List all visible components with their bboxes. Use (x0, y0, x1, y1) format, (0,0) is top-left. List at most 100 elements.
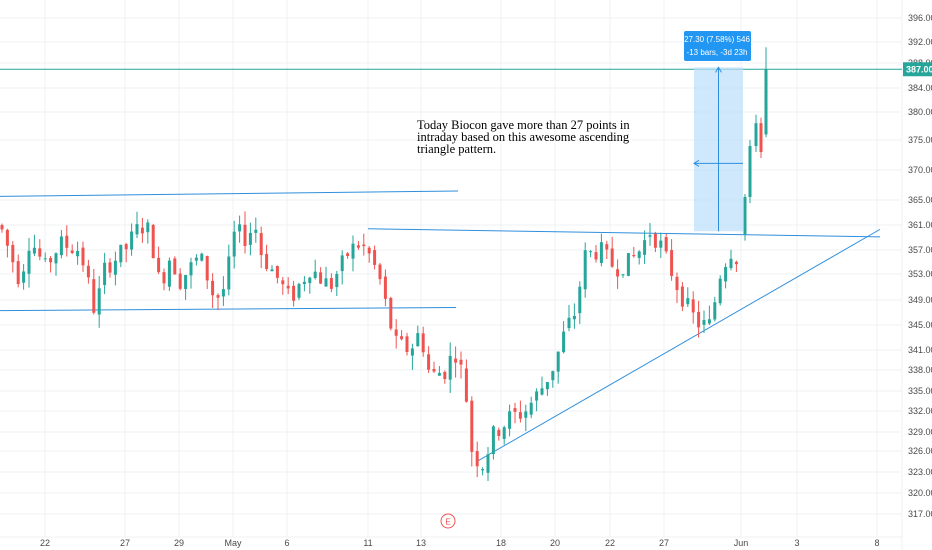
annotation[interactable]: Today Biocon gave more than 27 points in… (417, 118, 630, 156)
measure-tool[interactable]: 27.30 (7.58%) 546 -13 bars, -3d 23h (684, 31, 751, 232)
earnings-event-label: E (445, 518, 450, 527)
candle-body (86, 265, 90, 278)
annotation-line: Today Biocon gave more than 27 points in (417, 118, 630, 132)
candle-body (686, 298, 690, 305)
candle-body (329, 278, 333, 289)
x-tick-label: 20 (550, 538, 560, 548)
candle-body (475, 451, 479, 467)
measure-label-bars: -13 bars, -3d 23h (687, 48, 748, 57)
candle-body (680, 286, 684, 307)
trendline-channel-top (0, 190, 459, 197)
candle-body (659, 240, 663, 248)
y-tick-label: 361.00 (908, 220, 932, 230)
x-tick-label: 27 (659, 538, 669, 548)
candle-body (464, 368, 468, 402)
annotation-line: intraday based on this awesome ascending (417, 130, 630, 144)
candle-body (610, 248, 614, 267)
candle-body (713, 302, 717, 320)
x-tick-label: 13 (416, 538, 426, 548)
candle-body (497, 429, 501, 437)
event-marker[interactable]: E (440, 513, 456, 529)
candle-body (146, 222, 150, 233)
y-tick-label: 338.00 (908, 365, 932, 375)
candle-body (216, 295, 220, 298)
candle-body (513, 408, 517, 412)
x-tick-label: 22 (605, 538, 615, 548)
candle-body (670, 250, 674, 276)
y-tick-label: 357.00 (908, 245, 932, 255)
last-price-label: 387.00 (906, 64, 932, 74)
candle-body (459, 359, 463, 365)
candle-body (205, 255, 209, 281)
candle-body (508, 411, 512, 429)
candle-body (5, 229, 9, 246)
candle-body (130, 231, 134, 250)
candle-body (27, 250, 31, 274)
candle-body (157, 257, 161, 273)
candle-body (394, 329, 398, 336)
grid (0, 0, 903, 550)
candle-body (221, 289, 225, 297)
candle-body (443, 371, 447, 380)
candle-body (470, 400, 474, 452)
candles (0, 47, 768, 482)
x-tick-label: May (224, 538, 242, 548)
x-tick-label: 11 (363, 538, 372, 548)
candle-body (178, 273, 182, 289)
candle-body (707, 319, 711, 324)
candle-body (626, 253, 630, 276)
candle-body (184, 274, 188, 290)
candle-body (324, 278, 328, 287)
candle-body (764, 69, 768, 135)
candle-body (643, 240, 647, 255)
candle-body (43, 258, 47, 260)
candle-body (124, 244, 128, 250)
candle-body (383, 276, 387, 299)
measure-label-box (684, 31, 751, 61)
y-tick-label: 345.00 (908, 320, 932, 330)
x-axis[interactable]: 22 27 29 May 6 11 13 18 20 22 27 Jun 3 8 (40, 538, 880, 548)
candle-body (529, 402, 533, 415)
candle-body (702, 320, 706, 325)
candle-body (754, 123, 758, 146)
candle-body (346, 253, 350, 257)
y-tick-label: 349.00 (908, 295, 932, 305)
candle-body (32, 247, 36, 254)
y-tick-label: 329.00 (908, 427, 932, 437)
candle-body (616, 269, 620, 277)
candle-body (281, 280, 285, 285)
candle-body (416, 333, 420, 347)
annotation-line: triangle pattern. (417, 142, 496, 156)
candle-body (748, 146, 752, 197)
candle-body (389, 297, 393, 329)
y-tick-label: 335.00 (908, 386, 932, 396)
candle-body (65, 235, 69, 248)
candle-body (743, 197, 747, 235)
candle-body (572, 315, 576, 320)
trendlines[interactable] (0, 190, 881, 462)
candle-body (59, 236, 63, 256)
candle-body (535, 391, 539, 401)
candle-body (54, 253, 58, 264)
candle-body (92, 279, 96, 313)
candle-body (518, 412, 522, 419)
candle-body (162, 272, 166, 284)
candle-body (335, 273, 339, 288)
candle-body (313, 271, 317, 278)
y-axis[interactable]: 396.00392.00388.00384.00380.00375.00370.… (903, 13, 932, 519)
candle-body (562, 331, 566, 353)
y-tick-label: 320.00 (908, 488, 932, 498)
x-tick-label: 3 (794, 538, 799, 548)
trendline-resistance (367, 228, 881, 238)
candle-body (448, 355, 452, 380)
candle-body (421, 333, 425, 353)
candle-body (16, 261, 20, 285)
y-tick-label: 384.00 (908, 83, 932, 93)
measure-arrow-head (693, 159, 700, 167)
x-tick-label: 8 (874, 538, 879, 548)
candle-body (340, 255, 344, 272)
candle-body (378, 264, 382, 280)
trendline-channel-bottom (0, 307, 457, 312)
